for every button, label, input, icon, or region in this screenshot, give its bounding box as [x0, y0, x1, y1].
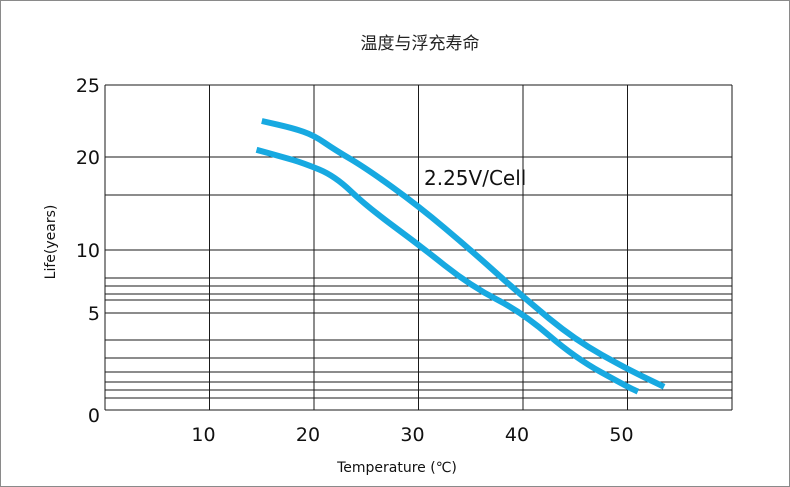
- y-tick-label: 20: [76, 147, 100, 169]
- series-line-2: [255, 146, 640, 395]
- x-tick-label: 50: [609, 424, 633, 446]
- tick-labels: 10 20 30 40 50 0 5 10 20 25: [76, 75, 634, 446]
- y-axis-label: Life(years): [43, 205, 59, 280]
- x-tick-label: 10: [191, 424, 215, 446]
- y-tick-label: 25: [76, 75, 100, 97]
- x-axis-label: Temperature (℃): [336, 460, 457, 476]
- x-tick-label: 30: [400, 424, 424, 446]
- series-lines: [255, 118, 666, 395]
- x-tick-label: 40: [505, 424, 529, 446]
- y-tick-label: 5: [88, 303, 100, 325]
- chart-title: 温度与浮充寿命: [361, 34, 480, 54]
- y-tick-label: 0: [88, 405, 100, 427]
- y-tick-label: 10: [76, 240, 100, 262]
- series-line-1: [261, 118, 666, 390]
- x-tick-label: 20: [296, 424, 320, 446]
- annotation-label: 2.25V/Cell: [424, 166, 526, 190]
- grid: [104, 84, 733, 411]
